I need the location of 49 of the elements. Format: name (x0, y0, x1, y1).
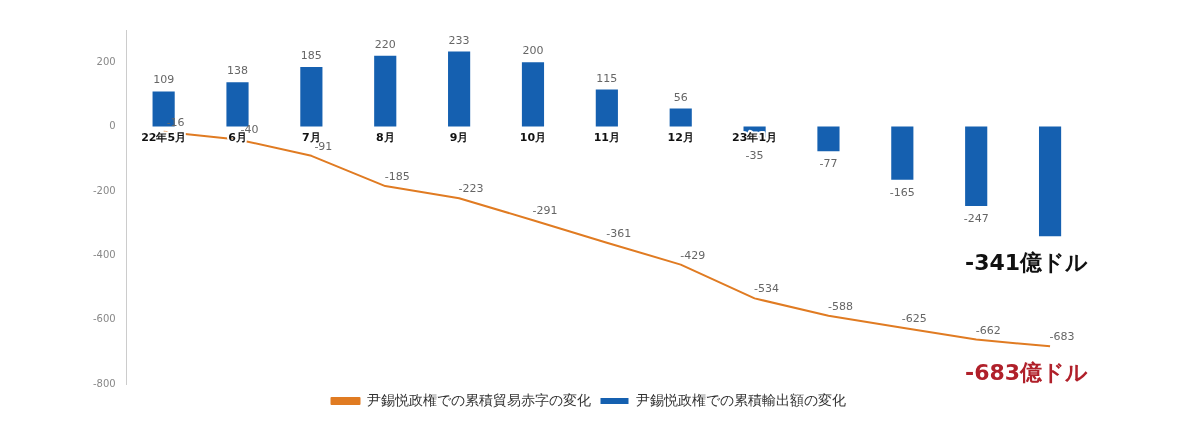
x-tick-label: 10月 (519, 130, 547, 144)
bar (448, 51, 471, 127)
y-tick-label: -800 (92, 377, 116, 389)
data-label: -223 (458, 182, 484, 196)
x-tick-label: 22年5月 (141, 130, 187, 144)
data-label: -534 (754, 282, 780, 296)
x-tick-label: 9月 (449, 130, 469, 144)
data-label: 233 (448, 33, 470, 47)
data-label: 138 (227, 64, 248, 78)
data-label: -361 (606, 226, 632, 240)
data-label: -683 (1049, 330, 1075, 344)
data-label: 185 (300, 49, 322, 63)
bar (595, 89, 618, 127)
data-label: -662 (975, 323, 1001, 337)
y-tick-label: 0 (109, 120, 116, 132)
x-tick-label: 11月 (593, 130, 620, 144)
data-label: -429 (680, 248, 706, 262)
data-label: -625 (901, 311, 927, 325)
bar (374, 55, 397, 127)
bar (226, 82, 249, 127)
y-tick-label: -200 (92, 184, 116, 196)
y-tick-label: -600 (92, 313, 116, 325)
bar (1038, 126, 1062, 237)
x-tick-label: 8月 (375, 130, 395, 144)
data-label: 56 (673, 90, 688, 104)
annotation: -683億ドル (965, 360, 1089, 386)
data-label: -185 (384, 170, 410, 184)
data-label: -247 (963, 212, 989, 226)
annotation: -341億ドル (965, 250, 1089, 276)
bar (817, 126, 840, 152)
data-label: 115 (596, 71, 618, 85)
legend-label: 尹錫悦政権での累積輸出額の変化 (635, 391, 846, 408)
bar (669, 108, 692, 127)
bar (965, 126, 988, 207)
y-tick-label: -400 (92, 248, 116, 260)
data-label: -165 (889, 185, 915, 199)
x-tick-label: 12月 (667, 130, 694, 144)
data-label: -77 (819, 157, 838, 171)
bar (891, 126, 914, 180)
data-label: 220 (374, 37, 396, 51)
bar (300, 67, 323, 127)
data-label: -588 (827, 299, 853, 313)
legend-label: 尹錫悦政権での累積貿易赤字の変化 (366, 391, 591, 408)
data-label: -291 (532, 204, 558, 218)
bar (521, 62, 545, 127)
data-label: 200 (522, 44, 544, 58)
data-label: 109 (153, 73, 175, 87)
data-label: -35 (745, 148, 764, 162)
y-tick-label: 200 (96, 55, 116, 67)
